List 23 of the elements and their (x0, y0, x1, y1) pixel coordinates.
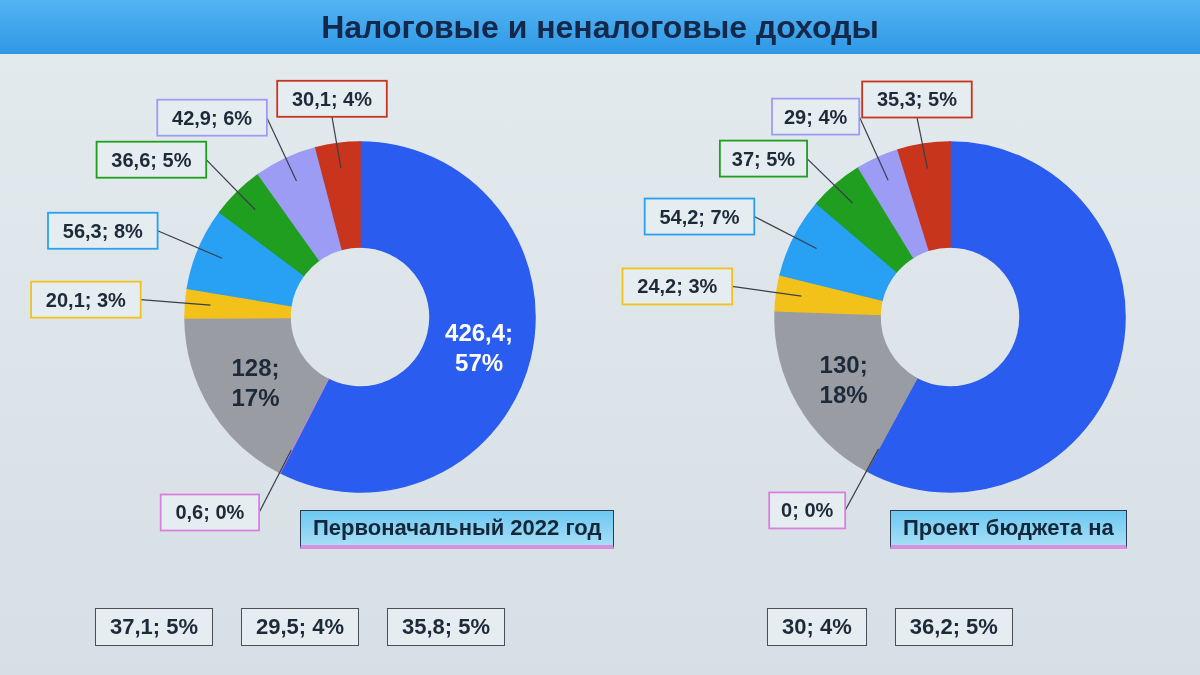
data-label: 24,2; 3% (637, 275, 718, 298)
text: 0; 0% (781, 499, 834, 522)
text: 37,1; 5% (94, 608, 213, 646)
data-label: 36,6; 5% (111, 148, 192, 171)
data-label: 426,4; 57% (445, 318, 514, 376)
text: Проект бюджета на (890, 510, 1127, 549)
data-label: 56,3; 8% (62, 219, 144, 242)
data-label: 35,3; 5% (876, 88, 958, 111)
data-label: 128; 17% (231, 353, 280, 411)
data-label: 30,1; 4% (291, 87, 373, 110)
text: 36,2; 5% (894, 608, 1013, 646)
text: 29,5; 4% (240, 608, 360, 646)
data-label: 42,9; 6% (172, 106, 253, 129)
chart-title: Налоговые и неналоговые доходы (321, 8, 879, 46)
text: 35,8; 5% (387, 608, 506, 646)
text: Первоначальный 2022 год (300, 510, 615, 549)
data-label: 130; 18% (819, 350, 868, 408)
text: 30; 4% (767, 608, 867, 646)
data-label: 37; 5% (731, 147, 796, 170)
data-label: 29; 4% (783, 105, 848, 128)
data-label: 54,2; 7% (659, 205, 740, 228)
data-label: 0,6; 0% (175, 501, 245, 524)
data-label: 20,1; 3% (45, 288, 127, 311)
